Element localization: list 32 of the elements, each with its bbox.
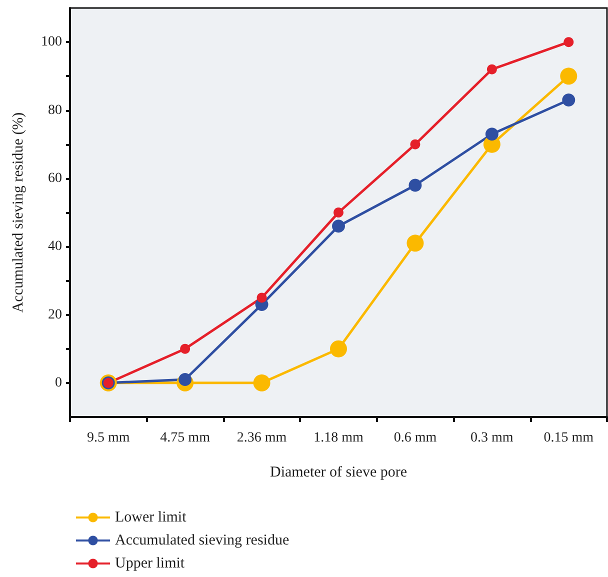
x-tick-label: 1.18 mm [314, 430, 364, 446]
legend-label: Lower limit [115, 510, 188, 526]
point [256, 292, 267, 303]
x-tick-label: 0.15 mm [544, 430, 594, 446]
y-axis-title: Accumulated sieving residue (%) [10, 112, 26, 313]
point [332, 220, 345, 233]
point [406, 234, 424, 252]
point [334, 208, 344, 218]
point [486, 64, 497, 74]
x-axis-title: Diameter of sieve pore [270, 464, 408, 480]
y-tick-label: 20 [48, 307, 62, 322]
x-tick-label: 4.75 mm [160, 430, 210, 446]
legend-label: Accumulated sieving residue [115, 532, 290, 548]
point [408, 178, 422, 192]
point [410, 139, 420, 150]
point [562, 94, 576, 107]
x-tick-label: 0.3 mm [470, 430, 514, 446]
point [485, 128, 498, 141]
y-tick-label: 40 [48, 239, 62, 254]
y-tick-label: 100 [41, 34, 62, 50]
y-tick-label: 0 [55, 375, 62, 390]
y-tick-label: 60 [48, 170, 62, 186]
x-tick-label: 0.6 mm [394, 430, 437, 446]
x-tick-label: 9.5 mm [86, 430, 130, 446]
y-tick-label: 80 [48, 102, 62, 118]
point [560, 68, 578, 85]
point [330, 340, 347, 358]
point [253, 374, 270, 392]
point [180, 344, 190, 354]
x-tick-label: 2.36 mm [236, 430, 287, 446]
legend-label: Upper limit [115, 556, 186, 572]
point [564, 37, 574, 48]
